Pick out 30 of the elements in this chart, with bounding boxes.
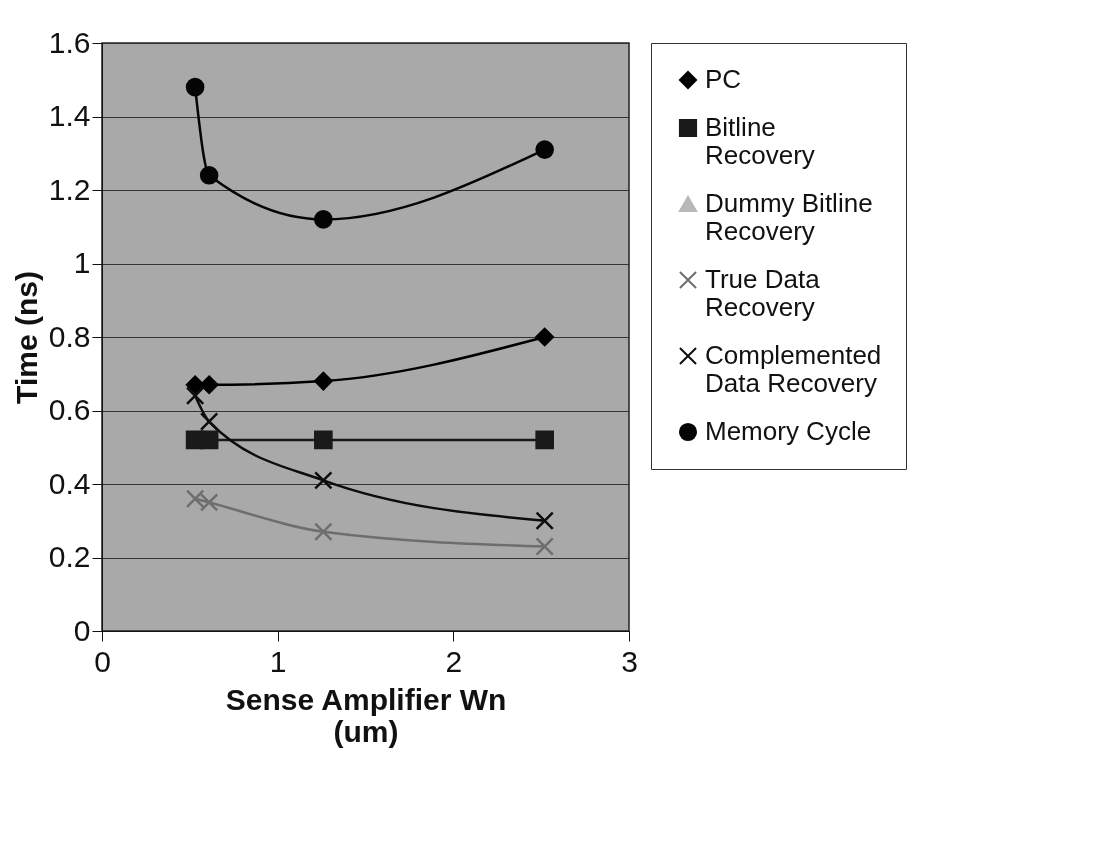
x-axis-title: Sense Amplifier Wn (um) [225,682,507,748]
y-tick-label: 0.4 [48,466,91,500]
point [535,511,554,531]
x-tick-label: 3 [621,644,638,678]
legend-label: PC [705,64,742,94]
point [199,412,219,431]
y-tick-label: 1.2 [48,172,91,206]
point [314,522,333,542]
y-tick-label: 1.6 [48,25,91,59]
y-tick-label: 1 [73,246,91,279]
y-tick-label: 0.8 [48,319,91,353]
point [535,537,554,556]
y-tick-label: 0 [73,613,91,647]
legend-label: Memory Cycle [705,416,872,446]
legend-label: Bitline Recovery [705,112,815,170]
y-tick-label: 0.2 [48,540,91,573]
y-tick-label: 0.6 [48,393,91,426]
legend-label: Dummy Bitline Recovery [705,188,873,246]
x-tick-label: 2 [445,644,463,678]
x-tick-label: 1 [269,644,287,678]
point [535,140,554,159]
y-tick-label: 1.4 [48,99,91,132]
point [535,430,554,450]
point [185,386,205,406]
legend-label: True Data Recovery [705,264,821,322]
y-axis-title: Time (ns) [9,271,43,404]
point [185,77,205,97]
legend-label: Complemented Data Recovery [705,340,882,398]
point [314,471,333,490]
point [535,327,554,347]
